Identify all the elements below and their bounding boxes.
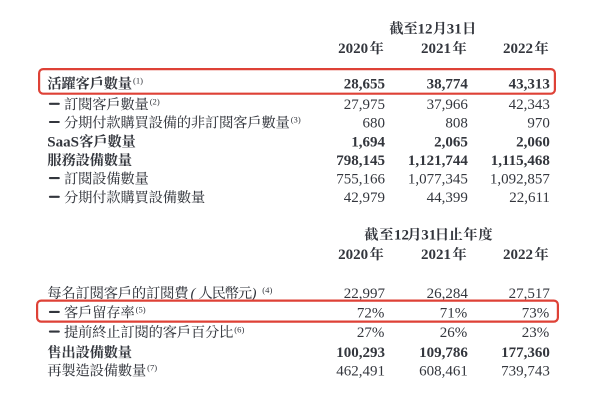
svg-text:2022: 2022 [503,41,533,57]
svg-text:71%: 71% [440,305,468,321]
svg-text:109,786: 109,786 [419,345,468,361]
svg-text:2,060: 2,060 [516,134,550,150]
svg-text:72%: 72% [357,305,385,321]
svg-text:(1): (1) [133,76,143,86]
svg-text:26%: 26% [440,325,468,341]
svg-text:23%: 23% [522,325,550,341]
svg-text:28,655: 28,655 [344,76,385,92]
svg-text:42,343: 42,343 [509,97,550,113]
svg-text:(3): (3) [291,115,301,125]
svg-text:1,121,744: 1,121,744 [408,153,469,169]
svg-text:31: 31 [421,227,436,243]
svg-text:(6): (6) [234,324,244,334]
svg-text:2,065: 2,065 [434,134,468,150]
svg-text:31: 31 [447,21,462,37]
svg-text:27%: 27% [357,325,385,341]
svg-text:798,145: 798,145 [336,153,385,169]
svg-text:42,979: 42,979 [344,190,385,206]
svg-text:44,399: 44,399 [427,190,468,206]
svg-text:1,115,468: 1,115,468 [491,153,550,169]
svg-text:2021: 2021 [421,41,451,57]
svg-text:462,491: 462,491 [336,363,385,379]
svg-text:12: 12 [418,21,433,37]
svg-text:(2): (2) [150,97,160,107]
svg-text:970: 970 [527,115,550,131]
svg-text:26,284: 26,284 [427,286,469,302]
svg-text:1,694: 1,694 [351,134,385,150]
svg-text:73%: 73% [522,305,550,321]
svg-text:27,517: 27,517 [509,286,551,302]
svg-text:(7): (7) [147,363,157,373]
svg-text:808: 808 [445,115,468,131]
svg-text:100,293: 100,293 [336,345,385,361]
svg-text:22,611: 22,611 [509,190,550,206]
svg-text:22,997: 22,997 [344,286,386,302]
svg-text:2021: 2021 [421,247,451,263]
svg-text:): ) [251,286,257,302]
svg-text:(4): (4) [262,285,272,295]
svg-text:(5): (5) [136,305,146,315]
svg-text:(: ( [191,286,197,302]
svg-text:177,360: 177,360 [501,345,550,361]
svg-text:43,313: 43,313 [509,76,550,92]
svg-text:27,975: 27,975 [344,97,385,113]
svg-text:2020: 2020 [338,247,368,263]
svg-text:2022: 2022 [503,247,533,263]
svg-text:680: 680 [363,115,386,131]
svg-text:37,966: 37,966 [427,97,469,113]
svg-text:2020: 2020 [338,41,368,57]
svg-text:608,461: 608,461 [419,363,468,379]
svg-text:SaaS: SaaS [47,134,79,150]
svg-text:12: 12 [394,227,409,243]
svg-text:1,092,857: 1,092,857 [490,172,551,188]
svg-text:1,077,345: 1,077,345 [408,172,468,188]
svg-text:755,166: 755,166 [336,172,385,188]
svg-text:38,774: 38,774 [427,76,469,92]
svg-text:739,743: 739,743 [501,363,550,379]
